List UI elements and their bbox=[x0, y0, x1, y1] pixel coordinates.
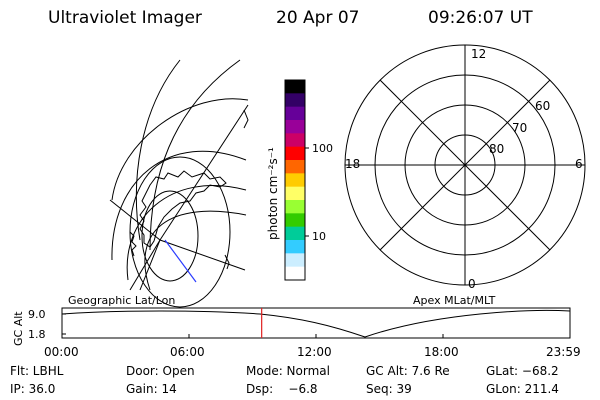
time-label: 09:26:07 UT bbox=[428, 8, 533, 28]
polar-plot bbox=[344, 44, 586, 286]
timeline-right-label: Apex MLat/MLT bbox=[413, 294, 496, 307]
timeline-x-tick-label: 06:00 bbox=[170, 345, 205, 359]
colorbar-swatch bbox=[285, 253, 305, 268]
colorbar-frame bbox=[284, 79, 306, 281]
timeline-left-label: Geographic Lat/Lon bbox=[68, 294, 175, 307]
app-title: Ultraviolet Imager bbox=[48, 8, 202, 28]
glat-info: GLat: −68.2 bbox=[486, 364, 559, 378]
map-grid-line bbox=[129, 239, 161, 291]
geographic-map bbox=[109, 59, 249, 308]
mlat-label-70: 70 bbox=[512, 121, 527, 135]
timeline-panel bbox=[61, 307, 571, 339]
colorbar-swatch bbox=[285, 213, 305, 228]
gain-info: Gain: 14 bbox=[126, 382, 177, 396]
coastline bbox=[129, 231, 137, 257]
colorbar-swatch bbox=[285, 106, 305, 121]
timeline-axis-title: GC Alt bbox=[12, 311, 25, 346]
colorbar-swatch bbox=[285, 93, 305, 108]
mlt-label-12: 12 bbox=[471, 47, 486, 61]
satellite-track bbox=[164, 239, 197, 283]
mlat-label-60: 60 bbox=[535, 99, 550, 113]
date-label: 20 Apr 07 bbox=[276, 8, 360, 28]
timeline-y-tick-label: 1.8 bbox=[28, 328, 46, 341]
colorbar-swatch bbox=[285, 133, 305, 148]
mode-info: Mode: Normal bbox=[246, 364, 330, 378]
colorbar-swatch bbox=[285, 173, 305, 188]
timeline-x-tick-label: 00:00 bbox=[44, 345, 79, 359]
timeline-x-tick-label: 23:59 bbox=[546, 345, 581, 359]
gc-alt-info: GC Alt: 7.6 Re bbox=[366, 364, 450, 378]
colorbar-tick-label: 10 bbox=[312, 230, 326, 243]
mlat-label-80: 80 bbox=[489, 142, 504, 156]
dsp-info: Dsp: −6.8 bbox=[246, 382, 318, 396]
colorbar-swatch bbox=[285, 160, 305, 174]
seq-info: Seq: 39 bbox=[366, 382, 412, 396]
colorbar-swatch bbox=[285, 146, 305, 161]
colorbar-tick-label: 100 bbox=[312, 142, 333, 155]
colorbar-swatch bbox=[285, 266, 305, 281]
mlt-label-0: 0 bbox=[468, 277, 476, 291]
colorbar-unit-label: photon cm⁻²s⁻¹ bbox=[266, 147, 280, 240]
map-grid-line bbox=[109, 199, 161, 241]
map-grid-line bbox=[111, 98, 249, 201]
map-grid-line bbox=[159, 239, 246, 271]
map-grid-line bbox=[111, 150, 247, 261]
map-lat-circle bbox=[141, 190, 199, 282]
map-lat-circle bbox=[129, 156, 231, 308]
colorbar-swatch bbox=[285, 200, 305, 214]
altitude-curve bbox=[61, 309, 571, 338]
colorbar-swatch bbox=[285, 120, 305, 134]
colorbar-swatch bbox=[285, 186, 305, 201]
mlt-label-6: 6 bbox=[575, 157, 583, 171]
mlt-label-18: 18 bbox=[345, 157, 360, 171]
coastline bbox=[139, 170, 227, 248]
ip-info: IP: 36.0 bbox=[10, 382, 56, 396]
map-grid-line bbox=[144, 210, 247, 291]
colorbar: 100 10 photon cm⁻²s⁻¹ bbox=[266, 79, 333, 281]
map-grid-line bbox=[135, 59, 181, 241]
colorbar-swatch bbox=[285, 80, 305, 94]
polar-axis bbox=[379, 79, 551, 251]
glon-info: GLon: 211.4 bbox=[486, 382, 559, 396]
filter-info: Flt: LBHL bbox=[10, 364, 64, 378]
timeline-x-tick-label: 18:00 bbox=[424, 345, 459, 359]
colorbar-swatch bbox=[285, 240, 305, 254]
map-grid-line bbox=[139, 239, 161, 291]
coastline bbox=[224, 254, 230, 270]
colorbar-swatch bbox=[285, 226, 305, 241]
door-info: Door: Open bbox=[126, 364, 195, 378]
map-grid-line bbox=[149, 59, 241, 251]
timeline-y-tick-label: 9.0 bbox=[28, 308, 46, 321]
timeline-x-tick-label: 12:00 bbox=[297, 345, 332, 359]
coastline bbox=[243, 109, 249, 129]
